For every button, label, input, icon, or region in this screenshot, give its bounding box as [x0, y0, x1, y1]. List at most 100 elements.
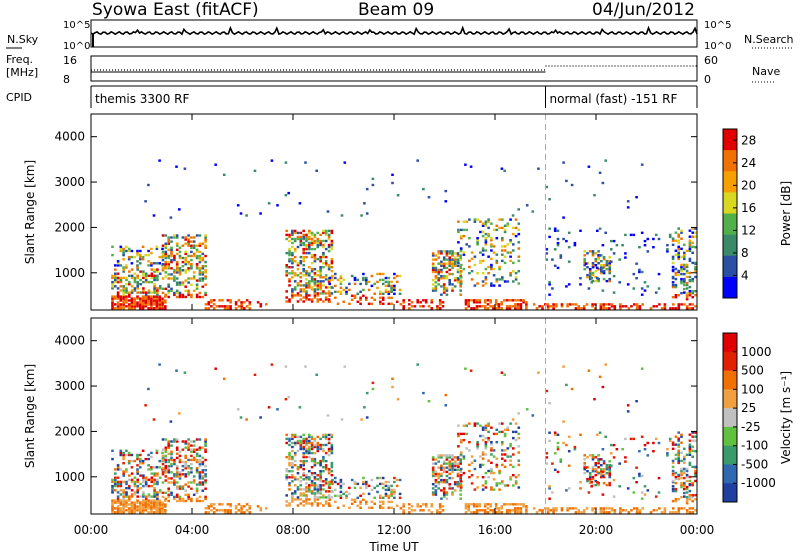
echo-cell	[173, 254, 176, 258]
echo-cell	[316, 449, 320, 453]
echo-cell	[308, 229, 311, 233]
echo-cell	[559, 256, 563, 259]
echo-cell	[453, 483, 457, 486]
echo-cell	[119, 480, 123, 484]
echo-cell	[548, 439, 551, 443]
echo-cell	[192, 271, 196, 274]
echo-cell	[330, 241, 334, 245]
echo-cell	[288, 464, 291, 467]
echo-cell	[481, 509, 484, 512]
echo-cell	[175, 446, 179, 449]
echo-cell	[201, 471, 205, 474]
echo-cell	[291, 441, 294, 445]
echo-cell	[310, 492, 314, 495]
echo-cell	[387, 500, 391, 503]
echo-cell	[608, 475, 611, 479]
echo-cell	[685, 491, 689, 494]
echo-cell	[190, 254, 193, 258]
echo-cell	[184, 442, 187, 445]
echo-cell	[422, 391, 425, 395]
echo-cell	[395, 280, 399, 284]
echo-cell	[511, 214, 515, 217]
echo-cell	[490, 239, 493, 242]
echo-cell	[144, 509, 148, 512]
echo-cell	[479, 463, 482, 467]
echo-cell	[643, 289, 647, 292]
echo-cell	[424, 503, 428, 506]
echo-cell	[111, 499, 114, 502]
echo-cell	[490, 443, 493, 446]
echo-cell	[201, 477, 205, 480]
echo-cell	[175, 244, 179, 247]
echo-cell	[569, 507, 572, 510]
echo-cell	[490, 249, 493, 252]
echo-cell	[122, 497, 125, 500]
echo-cell	[635, 262, 638, 265]
echo-cell	[393, 488, 396, 492]
echo-cell	[484, 428, 488, 431]
echo-cell	[453, 260, 457, 263]
echo-cell	[201, 256, 205, 260]
echo-cell	[430, 505, 434, 508]
echo-cell	[398, 274, 402, 278]
colorbar-frame	[722, 332, 738, 503]
echo-cell	[127, 503, 131, 506]
echo-cell	[291, 474, 294, 477]
echo-cell	[442, 264, 446, 267]
echo-cell	[313, 235, 317, 239]
echo-cell	[327, 268, 331, 271]
echo-cell	[683, 303, 686, 306]
echo-cell	[453, 256, 457, 259]
echo-cell	[328, 504, 331, 507]
echo-cell	[362, 278, 365, 282]
echo-cell	[175, 236, 179, 239]
echo-cell	[319, 233, 322, 237]
echo-cell	[503, 299, 506, 302]
echo-cell	[313, 459, 317, 463]
echo-cell	[116, 278, 120, 282]
echo-cell	[517, 247, 521, 250]
echo-cell	[487, 234, 490, 238]
echo-cell	[643, 443, 647, 447]
echo-cell	[288, 443, 291, 447]
echo-cell	[608, 268, 611, 271]
echo-cell	[167, 464, 170, 468]
echo-cell	[546, 303, 550, 306]
echo-cell	[431, 254, 435, 257]
echo-cell	[456, 281, 460, 284]
echo-cell	[640, 287, 644, 290]
echo-cell	[111, 276, 114, 280]
echo-cell	[324, 466, 328, 469]
echo-cell	[444, 200, 448, 203]
echo-cell	[370, 284, 374, 288]
y-tick-label: 1000	[54, 266, 85, 280]
echo-cell	[484, 237, 488, 240]
echo-cell	[181, 269, 185, 272]
colorbar-swatch	[723, 171, 737, 193]
echo-cell	[519, 507, 523, 510]
echo-cell	[184, 271, 187, 274]
echo-cell	[322, 300, 325, 303]
echo-cell	[514, 234, 518, 238]
echo-cell	[674, 277, 678, 281]
echo-cell	[187, 260, 190, 264]
echo-cell	[494, 307, 498, 310]
echo-cell	[605, 303, 608, 306]
echo-cell	[114, 297, 117, 300]
echo-cell	[379, 494, 382, 497]
echo-cell	[161, 297, 164, 300]
echo-cell	[156, 268, 159, 271]
echo-cell	[525, 505, 528, 508]
echo-cell	[161, 458, 165, 462]
echo-cell	[509, 459, 512, 462]
echo-cell	[302, 251, 305, 255]
echo-cell	[619, 307, 622, 310]
echo-cell	[621, 305, 625, 308]
echo-cell	[141, 509, 145, 512]
echo-cell	[116, 507, 120, 510]
echo-cell	[624, 252, 627, 255]
echo-cell	[340, 214, 344, 217]
echo-cell	[470, 482, 474, 485]
echo-cell	[167, 458, 170, 462]
x-tick-label: 12:00	[377, 523, 412, 537]
